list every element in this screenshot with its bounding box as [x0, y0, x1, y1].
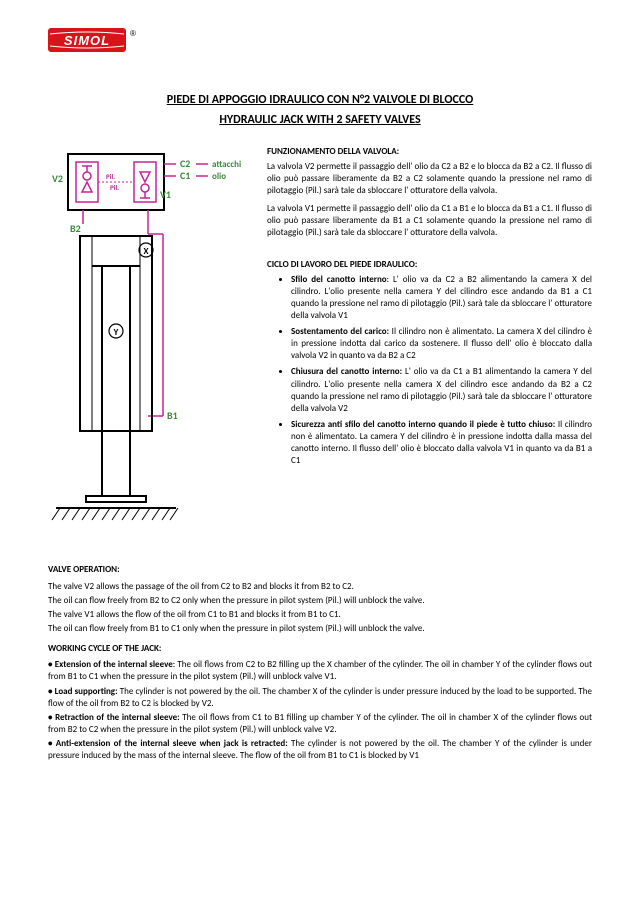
working-cycle-item: • Anti-extension of the internal sleeve …	[48, 738, 592, 762]
label-c1: C1	[180, 169, 190, 182]
list-item: Sfilo del canotto interno: L' olio va da…	[291, 274, 592, 323]
valve-op-line: The oil can flow freely from B1 to C1 on…	[48, 623, 592, 635]
working-cycle-item: • Extension of the internal sleeve: The …	[48, 659, 592, 683]
funzionamento-p1: La valvola V2 permette il passaggio dell…	[267, 161, 592, 197]
label-olio: olio	[212, 171, 226, 182]
svg-text:Pil.: Pil.	[110, 183, 119, 192]
funzionamento-p2: La valvola V1 permette il passaggio dell…	[267, 203, 592, 239]
section-head-valve-op: VALVE OPERATION:	[48, 564, 592, 576]
label-y: Y	[113, 327, 119, 338]
working-cycle-item: • Retraction of the internal sleeve: The…	[48, 712, 592, 736]
valve-op-line: The valve V2 allows the passage of the o…	[48, 581, 592, 593]
section-head-funzionamento: FUNZIONAMENTO DELLA VALVOLA:	[267, 146, 592, 158]
valve-op-line: The oil can flow freely from B2 to C2 on…	[48, 595, 592, 607]
list-item: Chiusura del canotto interno: L' olio va…	[291, 366, 592, 415]
title-it: PIEDE DI APPOGGIO IDRAULICO CON N°2 VALV…	[48, 92, 592, 108]
hydraulic-diagram: Pil. Pil. C2 C1 attacchi olio V2 V1 B2 B…	[48, 146, 253, 546]
label-b2: B2	[70, 222, 81, 235]
working-cycle-item: • Load supporting: The cylinder is not p…	[48, 686, 592, 710]
label-v1: V1	[160, 188, 171, 201]
svg-text:®: ®	[130, 29, 136, 38]
section-head-working-cycle: WORKING CYCLE OF THE JACK:	[48, 643, 592, 655]
list-item: Sicurezza anti sfilo del canotto interno…	[291, 419, 592, 468]
label-pil: Pil.	[106, 172, 115, 181]
title-en: HYDRAULIC JACK WITH 2 SAFETY VALVES	[48, 112, 592, 128]
list-item: Sostentamento del carico: Il cilindro no…	[291, 326, 592, 362]
ciclo-list: Sfilo del canotto interno: L' olio va da…	[267, 274, 592, 468]
section-head-ciclo: CICLO DI LAVORO DEL PIEDE IDRAULICO:	[267, 259, 592, 271]
label-v2: V2	[52, 172, 63, 185]
label-x: X	[144, 246, 149, 257]
brand-logo: SIMOL ®	[48, 28, 136, 58]
valve-op-line: The valve V1 allows the flow of the oil …	[48, 609, 592, 621]
label-b1: B1	[167, 409, 178, 422]
label-attacchi: attacchi	[212, 159, 241, 170]
title-block: PIEDE DI APPOGGIO IDRAULICO CON N°2 VALV…	[48, 92, 592, 128]
svg-text:SIMOL: SIMOL	[64, 33, 110, 48]
